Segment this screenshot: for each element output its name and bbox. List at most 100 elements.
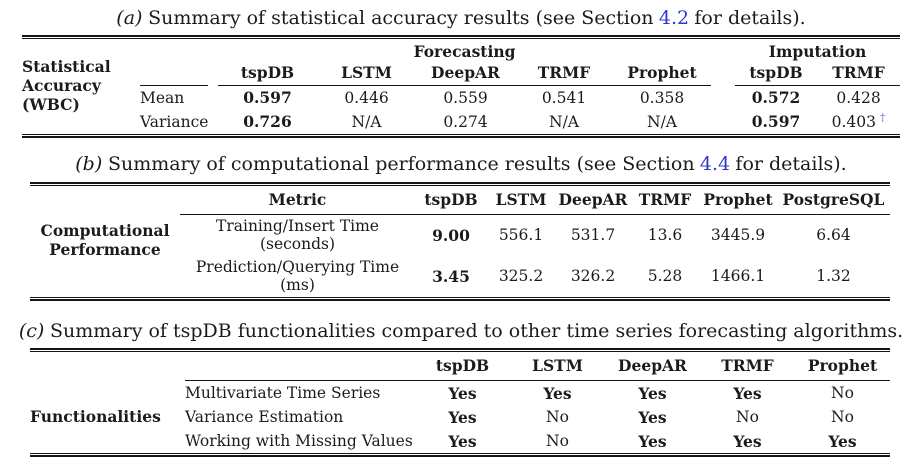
value-cell: Yes <box>638 407 667 427</box>
group-header-imputation: Imputation <box>768 41 867 61</box>
table-row: Variance 0.726 N/A 0.274 N/A N/A 0.597 0… <box>22 110 900 134</box>
value-cell: No <box>546 408 569 427</box>
column-header-metric: Metric <box>180 186 415 215</box>
table-c-caption: (c) Summary of tspDB functionalities comp… <box>0 301 922 343</box>
column-header-tspdb-imputation: tspDB <box>735 61 818 86</box>
value-cell: 3.45 <box>432 266 470 286</box>
column-header-prophet: Prophet <box>699 186 777 215</box>
statistical-accuracy-table: Statistical Accuracy (WBC) Forecasting I… <box>22 34 901 138</box>
column-header-row: tspDB LSTM DeepAR TRMF Prophet <box>30 352 890 382</box>
column-header-trmf: TRMF <box>515 61 613 86</box>
section-4-4-link[interactable]: 4.4 <box>699 152 731 175</box>
value-cell: Yes <box>828 431 857 451</box>
value-cell: Yes <box>638 383 667 403</box>
caption-letter-b: (b) <box>75 152 103 175</box>
row-label-multivariate-time-series: Multivariate Time Series <box>185 384 381 403</box>
column-header-trmf: TRMF <box>631 186 699 215</box>
row-label-mean: Mean <box>140 88 185 107</box>
column-header-trmf: TRMF <box>700 352 795 382</box>
value-cell: 0.446 <box>344 88 389 107</box>
value-cell: Yes <box>448 407 477 427</box>
caption-text: Summary of statistical accuracy results … <box>148 7 654 29</box>
caption-text: for details). <box>735 152 847 175</box>
section-4-2-link[interactable]: 4.2 <box>658 7 690 29</box>
value-cell: 0.358 <box>639 88 685 107</box>
value-cell: 325.2 <box>498 267 544 286</box>
bottom-rule <box>30 296 890 301</box>
value-cell: 531.7 <box>570 226 616 245</box>
value-cell: No <box>831 384 854 403</box>
value-cell: N/A <box>351 112 382 131</box>
table-b-caption: (b) Summary of computational performance … <box>0 138 922 176</box>
row-label-working-with-missing-values: Working with Missing Values <box>185 432 413 451</box>
group-header-forecasting: Forecasting <box>413 41 516 61</box>
value-cell: N/A <box>549 112 579 131</box>
value-cell: 1466.1 <box>710 267 766 286</box>
dagger-note: † <box>879 110 886 124</box>
value-cell: 0.559 <box>443 88 488 107</box>
value-cell: No <box>831 408 854 427</box>
value-cell: 5.28 <box>647 267 683 286</box>
computational-performance-table: Computational Performance Metric tspDB L… <box>30 181 890 301</box>
value-cell: Yes <box>448 383 477 403</box>
top-rule <box>30 348 890 353</box>
caption-text: Summary of tspDB functionalities compare… <box>50 319 904 342</box>
table-row: Prediction/Querying Time (ms) 3.45 325.2… <box>30 256 890 297</box>
value-cell: 3445.9 <box>710 226 766 245</box>
row-label-variance-estimation: Variance Estimation <box>185 408 344 427</box>
column-header-row: Computational Performance Metric tspDB L… <box>30 186 890 259</box>
table-b-section: (b) Summary of computational performance … <box>0 138 922 301</box>
table-a-section: (a) Summary of statistical accuracy resul… <box>0 0 922 138</box>
table-a-caption: (a) Summary of statistical accuracy resul… <box>0 0 922 30</box>
value-cell: 0.597 <box>751 112 801 132</box>
caption-text: for details). <box>694 7 806 29</box>
column-header-prophet: Prophet <box>795 352 890 382</box>
column-header-tspdb: tspDB <box>218 61 317 86</box>
column-header-postgresql: PostgreSQL <box>777 186 890 215</box>
row-label-prediction-querying-time: Prediction/Querying Time (ms) <box>195 258 400 295</box>
column-header-lstm: LSTM <box>487 186 555 215</box>
value-cell: 6.64 <box>816 226 851 245</box>
table-row: Mean 0.597 0.446 0.559 0.541 0.358 0.572… <box>22 86 900 110</box>
value-cell: Yes <box>733 431 762 451</box>
value-cell: 0.597 <box>243 88 292 108</box>
row-label-training-insert-time: Training/Insert Time (seconds) <box>216 217 379 254</box>
column-header-row: tspDB LSTM DeepAR TRMF Prophet tspDB TRM… <box>22 61 901 86</box>
table-row: Variance Estimation Yes No Yes No No <box>30 405 890 429</box>
column-header-tspdb: tspDB <box>415 352 510 382</box>
value-cell: 0.572 <box>751 88 801 108</box>
value-cell: No <box>736 408 759 427</box>
value-cell: Yes <box>733 383 762 403</box>
value-cell: 0.541 <box>541 88 587 107</box>
side-label-functionalities: Functionalities <box>30 406 161 426</box>
column-header-deepar: DeepAR <box>605 352 700 382</box>
column-header-trmf-imputation: TRMF <box>817 61 901 86</box>
row-label-variance: Variance <box>140 112 209 131</box>
value-cell: 0.403 † <box>831 110 886 131</box>
value-cell: 9.00 <box>432 225 470 245</box>
caption-letter-c: (c) <box>18 319 45 342</box>
value-cell: 556.1 <box>498 226 544 245</box>
value-cell: Yes <box>543 383 572 403</box>
bottom-rule <box>30 453 890 457</box>
row-label-rule <box>140 61 208 86</box>
column-header-deepar: DeepAR <box>555 186 631 215</box>
value-cell: No <box>546 432 569 451</box>
column-header-deepar: DeepAR <box>416 61 515 86</box>
value-cell: 13.6 <box>647 226 683 245</box>
bottom-rule <box>22 133 900 138</box>
caption-text: Summary of computational performance res… <box>107 152 695 175</box>
value-cell: Yes <box>448 431 477 451</box>
value-cell: 0.428 <box>836 88 881 107</box>
value-cell: Yes <box>638 431 667 451</box>
group-header-row: Statistical Accuracy (WBC) Forecasting I… <box>22 39 900 114</box>
value-cell: 1.32 <box>816 267 851 286</box>
value-cell: 0.726 <box>243 112 292 132</box>
top-rule <box>22 34 900 39</box>
value-cell: N/A <box>647 112 677 131</box>
table-row: Training/Insert Time (seconds) 9.00 556.… <box>30 215 890 256</box>
value-cell: 326.2 <box>570 267 616 286</box>
side-label-computational-performance: Computational Performance <box>40 221 170 260</box>
column-header-lstm: LSTM <box>510 352 605 382</box>
